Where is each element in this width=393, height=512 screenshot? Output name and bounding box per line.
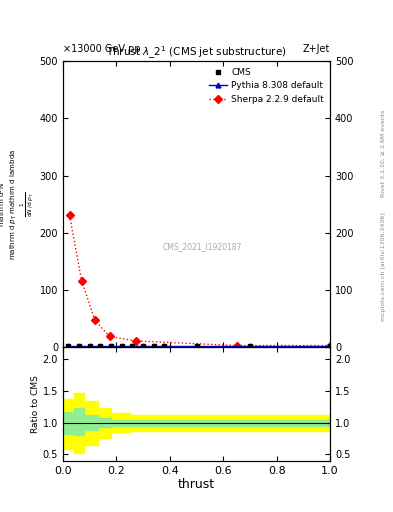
Pythia 8.308 default bbox=[130, 343, 135, 349]
Sherpa 2.2.9 default bbox=[134, 338, 139, 344]
Line: Pythia 8.308 default: Pythia 8.308 default bbox=[66, 343, 332, 348]
Line: Sherpa 2.2.9 default: Sherpa 2.2.9 default bbox=[67, 212, 333, 348]
Pythia 8.308 default bbox=[98, 343, 103, 349]
Pythia 8.308 default bbox=[141, 343, 145, 349]
Pythia 8.308 default bbox=[248, 343, 252, 349]
Pythia 8.308 default bbox=[151, 343, 156, 349]
Text: ×13000 GeV pp: ×13000 GeV pp bbox=[63, 44, 141, 54]
Sherpa 2.2.9 default bbox=[93, 317, 97, 324]
Pythia 8.308 default bbox=[194, 343, 199, 349]
CMS bbox=[162, 343, 167, 349]
CMS bbox=[119, 343, 124, 349]
CMS bbox=[77, 343, 81, 349]
CMS bbox=[108, 343, 113, 349]
CMS bbox=[194, 343, 199, 349]
CMS bbox=[87, 343, 92, 349]
Pythia 8.308 default bbox=[328, 343, 332, 349]
Text: $\frac{1}{\mathrm{d}N\,/\,\mathrm{d}\,p_\mathrm{T}}$: $\frac{1}{\mathrm{d}N\,/\,\mathrm{d}\,p_… bbox=[19, 193, 36, 217]
Text: CMS_2021_I1920187: CMS_2021_I1920187 bbox=[162, 242, 242, 251]
Text: mcplots.cern.ch [arXiv:1306.3436]: mcplots.cern.ch [arXiv:1306.3436] bbox=[381, 212, 386, 321]
X-axis label: thrust: thrust bbox=[178, 478, 215, 492]
Y-axis label: Ratio to CMS: Ratio to CMS bbox=[31, 375, 40, 433]
Sherpa 2.2.9 default bbox=[79, 278, 84, 284]
Sherpa 2.2.9 default bbox=[67, 212, 72, 219]
Text: mathrm d$^2$N
mathrm d $p_\mathrm{T}$ mathrm d lambda: mathrm d$^2$N mathrm d $p_\mathrm{T}$ ma… bbox=[0, 149, 19, 261]
CMS bbox=[141, 343, 145, 349]
CMS bbox=[130, 343, 135, 349]
Legend: CMS, Pythia 8.308 default, Sherpa 2.2.9 default: CMS, Pythia 8.308 default, Sherpa 2.2.9 … bbox=[208, 66, 326, 105]
Text: Rivet 3.1.10, ≥ 2.6M events: Rivet 3.1.10, ≥ 2.6M events bbox=[381, 110, 386, 197]
Text: Z+Jet: Z+Jet bbox=[303, 44, 330, 54]
Sherpa 2.2.9 default bbox=[107, 333, 112, 339]
Sherpa 2.2.9 default bbox=[328, 343, 332, 349]
Title: Thrust $\lambda\_2^1$ (CMS jet substructure): Thrust $\lambda\_2^1$ (CMS jet substruct… bbox=[106, 45, 287, 61]
Pythia 8.308 default bbox=[119, 343, 124, 349]
CMS bbox=[328, 343, 332, 349]
Pythia 8.308 default bbox=[87, 343, 92, 349]
Pythia 8.308 default bbox=[66, 343, 71, 349]
CMS bbox=[248, 343, 252, 349]
CMS bbox=[98, 343, 103, 349]
CMS bbox=[66, 343, 71, 349]
Line: CMS: CMS bbox=[66, 343, 332, 348]
Pythia 8.308 default bbox=[77, 343, 81, 349]
CMS bbox=[151, 343, 156, 349]
Sherpa 2.2.9 default bbox=[234, 343, 239, 349]
Pythia 8.308 default bbox=[162, 343, 167, 349]
Pythia 8.308 default bbox=[108, 343, 113, 349]
